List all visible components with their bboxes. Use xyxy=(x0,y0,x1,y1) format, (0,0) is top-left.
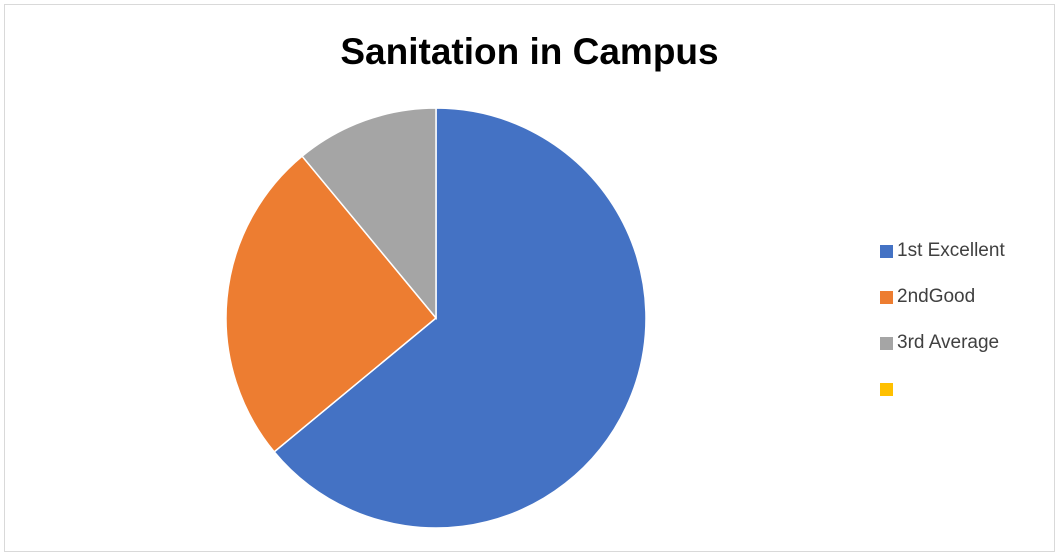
legend-item: 3rd Average xyxy=(880,330,1050,356)
legend-item xyxy=(880,376,1050,402)
legend-swatch xyxy=(880,244,893,258)
legend-swatch xyxy=(880,336,893,350)
pie-slices xyxy=(225,107,647,529)
pie-slice-3 xyxy=(301,107,437,321)
legend-label: 1st Excellent xyxy=(897,240,1005,261)
pie-slice-1 xyxy=(273,107,647,529)
legend-swatch xyxy=(880,290,893,304)
legend: 1st Excellent 2ndGood 3rd Average xyxy=(880,238,1050,422)
chart-title: Sanitation in Campus xyxy=(340,31,719,72)
legend-item: 1st Excellent xyxy=(880,238,1050,264)
pie-slice-2 xyxy=(225,155,438,453)
legend-item: 2ndGood xyxy=(880,284,1050,310)
legend-swatch xyxy=(880,382,893,396)
legend-label: 3rd Average xyxy=(897,332,1000,353)
legend-label: 2ndGood xyxy=(897,286,976,307)
